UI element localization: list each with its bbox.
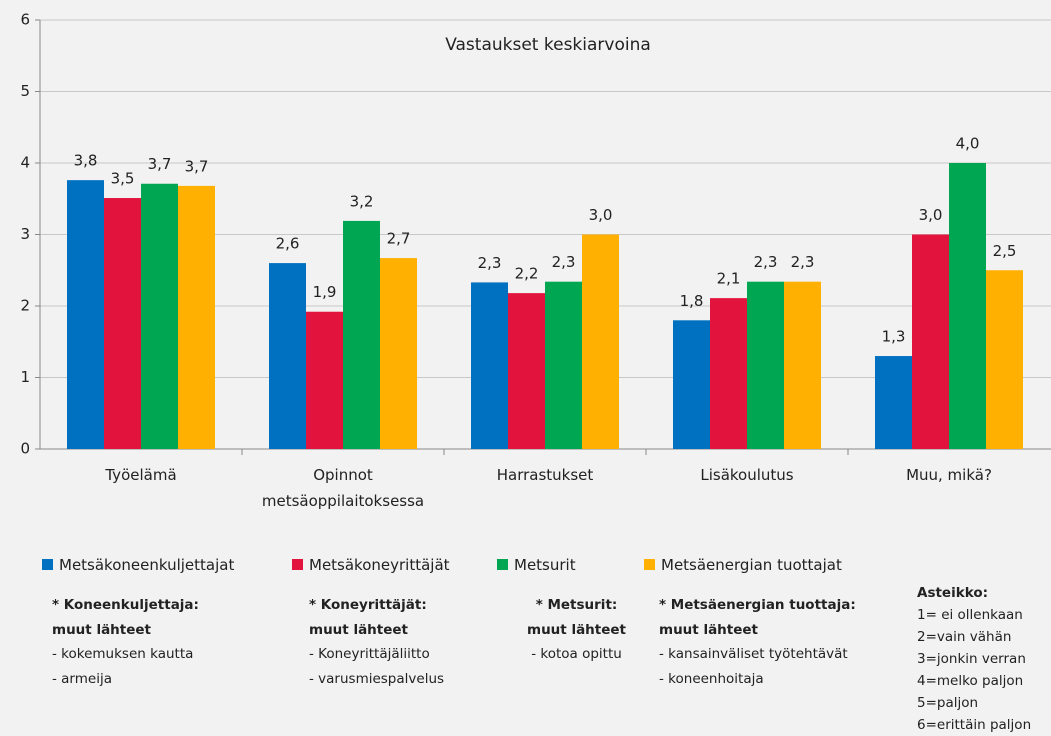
legend-entry: Metsäkoneyrittäjät: [292, 556, 450, 574]
data-label: 3,7: [148, 155, 172, 173]
data-label: 2,7: [387, 230, 411, 248]
note-item: - kokemuksen kautta: [52, 646, 194, 662]
y-tick-label: 6: [20, 11, 30, 29]
legend-label: Metsäenergian tuottajat: [661, 556, 842, 574]
bar: [343, 220, 380, 449]
bar: [784, 281, 821, 449]
data-label: 2,5: [993, 242, 1017, 260]
scale-title: Asteikko:: [917, 585, 988, 601]
data-label: 3,0: [589, 206, 613, 224]
y-tick-label: 2: [20, 297, 30, 315]
scale-item: 1= ei ollenkaan: [917, 607, 1023, 623]
note-item: - koneenhoitaja: [659, 670, 764, 687]
data-label: 1,9: [313, 283, 337, 301]
bar: [471, 282, 508, 449]
data-label: 4,0: [956, 135, 980, 153]
note: * Koneenkuljettaja: muut lähteet - kokemuk…: [52, 593, 199, 691]
note-heading: * Metsurit:: [535, 597, 618, 613]
bar: [141, 183, 178, 450]
bar: [269, 263, 306, 449]
note-heading: muut lähteet: [309, 621, 409, 638]
data-label: 1,3: [882, 328, 906, 346]
legend-label: Metsurit: [514, 556, 576, 574]
x-tick-label: Opinnot metsäoppilaitoksessa: [261, 466, 425, 510]
legend-swatch: [644, 559, 655, 570]
legend-swatch: [497, 559, 508, 570]
data-label: 2,3: [552, 253, 576, 271]
bar: [673, 320, 710, 449]
y-tick-label: 4: [20, 154, 30, 172]
y-tick-label: 1: [20, 368, 30, 386]
legend-swatch: [292, 559, 303, 570]
note-heading: muut lähteet: [527, 621, 627, 638]
note-item: - armeija: [52, 670, 112, 687]
scale-item: 4=melko paljon: [917, 673, 1024, 689]
legend-label: Metsäkoneyrittäjät: [309, 556, 450, 574]
note-heading: muut lähteet: [52, 621, 152, 638]
data-label: 3,7: [185, 157, 209, 175]
data-label: 3,2: [350, 192, 374, 210]
note: * Metsurit: muut lähteet - kotoa opittu: [527, 593, 626, 667]
bar: [545, 281, 582, 449]
note-heading: * Metsäenergian tuottaja:: [659, 597, 856, 613]
legend-swatch: [42, 559, 53, 570]
data-label: 2,1: [717, 270, 741, 288]
x-tick-label: Muu, mikä?: [906, 466, 992, 484]
scale-item: 6=erittäin paljon: [917, 717, 1032, 733]
scale-item: 3=jonkin verran: [917, 651, 1026, 667]
legend-entry: Metsäkoneenkuljettajat: [42, 556, 234, 574]
note: * Koneyrittäjät: muut lähteet - Koneyrittä…: [309, 593, 444, 691]
note-heading: * Koneyrittäjät:: [309, 597, 427, 613]
bar: [747, 281, 784, 449]
data-label: 2,2: [515, 265, 539, 283]
bar: [710, 298, 747, 449]
data-label: 2,3: [791, 253, 815, 271]
data-label: 2,3: [478, 254, 502, 272]
note-heading: * Koneenkuljettaja:: [52, 597, 199, 613]
data-label: 3,8: [74, 152, 98, 170]
y-tick-label: 3: [20, 225, 30, 243]
data-label: 1,8: [680, 292, 704, 310]
bar: [912, 234, 949, 449]
bar: [306, 311, 343, 449]
legend-label: Metsäkoneenkuljettajat: [59, 556, 235, 574]
chart-title: Vastaukset keskiarvoina: [445, 35, 651, 55]
scale-item: 5=paljon: [917, 695, 979, 711]
data-label: 2,6: [276, 235, 300, 253]
x-tick-label: Lisäkoulutus: [700, 466, 794, 484]
data-label: 3,0: [919, 206, 943, 224]
bar: [104, 198, 141, 449]
bar: [380, 258, 417, 449]
note-item: - Koneyrittäjäliitto: [309, 646, 430, 662]
note: * Metsäenergian tuottaja: muut lähteet - k…: [659, 593, 856, 691]
bar: [986, 270, 1023, 449]
bar: [949, 163, 986, 449]
bar: [875, 356, 912, 449]
bar: [67, 180, 104, 449]
bar: [508, 293, 545, 449]
bar: [582, 234, 619, 449]
scale: Asteikko: 1= ei ollenkaan 2=vain vähän 3=jo…: [917, 582, 1031, 736]
scale-item: 2=vain vähän: [917, 629, 1012, 645]
y-tick-label: 5: [20, 82, 30, 100]
page: {"chart_data": {"type": "bar", "title": …: [20, 10, 1051, 733]
data-label: 3,5: [111, 170, 135, 188]
note-item: - varusmiespalvelus: [309, 670, 445, 687]
y-tick-label: 0: [20, 440, 30, 458]
x-tick-label: Työelämä: [105, 466, 177, 484]
x-tick-label: Harrastukset: [496, 466, 594, 484]
chart: Vastaukset keskiarvoina 0 1 2 3 4 5 6 3,8 3,5 3,7…: [20, 11, 1051, 458]
bar: [178, 185, 215, 449]
legend-entry: Metsurit: [497, 556, 576, 574]
note-heading: muut lähteet: [659, 621, 759, 638]
legend-entry: Metsäenergian tuottajat: [644, 556, 842, 574]
note-item: - kotoa opittu: [531, 646, 622, 662]
note-item: - kansainväliset työtehtävät: [659, 646, 848, 662]
data-label: 2,3: [754, 253, 778, 271]
